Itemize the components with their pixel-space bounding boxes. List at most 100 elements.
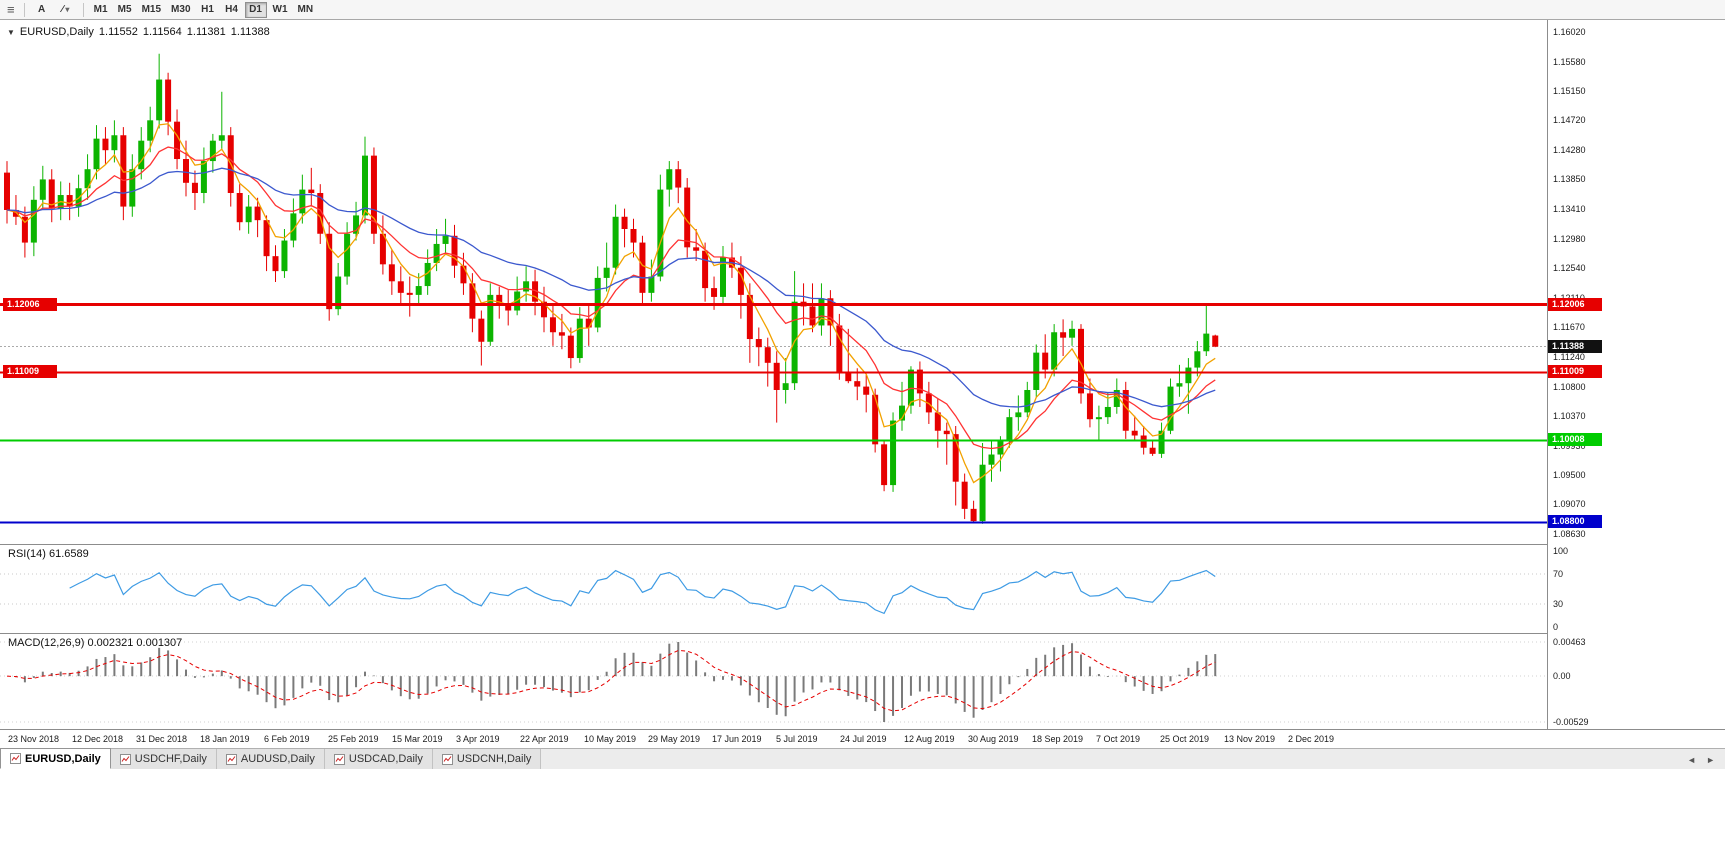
date-label: 12 Aug 2019 xyxy=(904,734,955,744)
macd-tick-label: 0.00 xyxy=(1553,671,1571,682)
date-label: 18 Jan 2019 xyxy=(200,734,250,744)
price-tick-label: 1.13850 xyxy=(1553,174,1586,185)
chart-tabs-bar: EURUSD,Daily USDCHF,Daily AUDUSD,Daily USDC… xyxy=(0,748,1725,769)
axis-labels-layer: 1.16020 1.15580 1.15150 1.14720 1.14280 1.138… xyxy=(0,20,1725,748)
high-value: 1.11564 xyxy=(142,26,182,38)
chart-tab-eurusd[interactable]: EURUSD,Daily xyxy=(0,748,111,769)
price-tick-label: 1.09500 xyxy=(1553,469,1586,480)
date-label: 24 Jul 2019 xyxy=(840,734,887,744)
chart-tab-icon xyxy=(10,753,21,764)
date-label: 25 Feb 2019 xyxy=(328,734,379,744)
quote-toggle-icon[interactable]: ▼ xyxy=(7,28,15,37)
empty-area xyxy=(0,769,1725,846)
date-label: 10 May 2019 xyxy=(584,734,637,744)
timeframe-w1-button[interactable]: W1 xyxy=(269,2,292,18)
rsi-panel-plot[interactable] xyxy=(0,545,1547,633)
close-value: 1.11388 xyxy=(230,26,270,38)
toolbar-separator xyxy=(82,2,84,17)
chart-tab-audusd[interactable]: AUDUSD,Daily xyxy=(216,749,325,769)
chart-tab-usdcad[interactable]: USDCAD,Daily xyxy=(324,749,433,769)
timeframe-mn-button[interactable]: MN xyxy=(294,2,318,18)
timeframe-d1-button[interactable]: D1 xyxy=(244,1,267,18)
price-tick-label: 1.10370 xyxy=(1553,410,1586,421)
chart-tab-label: USDCHF,Daily xyxy=(134,753,207,765)
current-price-tag: 1.11388 xyxy=(1548,339,1602,353)
tab-scroll-controls: ◄ ► xyxy=(1687,755,1725,769)
price-tick-label: 1.11670 xyxy=(1553,322,1585,333)
hline-price-tag[interactable]: 1.11009 xyxy=(1548,365,1602,379)
price-tick-label: 1.14280 xyxy=(1553,145,1586,156)
price-tick-label: 1.10800 xyxy=(1553,381,1586,392)
chart-tab-icon xyxy=(333,753,345,765)
macd-tick-label: -0.00529 xyxy=(1553,717,1589,727)
chart-tab-usdchf[interactable]: USDCHF,Daily xyxy=(110,749,217,769)
macd-indicator-label: MACD(12,26,9) 0.002321 0.001307 xyxy=(8,637,183,649)
rsi-tick-label: 30 xyxy=(1553,599,1564,610)
hline-price-tag[interactable]: 1.10008 xyxy=(1548,433,1602,447)
hline-price-tag[interactable]: 1.12006 xyxy=(1548,297,1602,311)
date-label: 12 Dec 2018 xyxy=(72,734,124,744)
trendline-icon: ∕ xyxy=(61,4,64,15)
macd-tick-label: 0.00463 xyxy=(1553,637,1586,647)
chart-tab-label: AUDUSD,Daily xyxy=(240,753,315,765)
date-label: 2 Dec 2019 xyxy=(1288,734,1335,744)
text-tool-button[interactable]: A xyxy=(31,2,53,18)
low-value: 1.11381 xyxy=(186,26,226,38)
price-tick-label: 1.13410 xyxy=(1553,204,1586,215)
hline-price-tag-left[interactable]: 1.12006 xyxy=(3,297,57,311)
main-chart-plot[interactable] xyxy=(0,20,1547,544)
rsi-tick-label: 100 xyxy=(1553,546,1569,556)
price-tick-label: 1.09070 xyxy=(1553,499,1586,510)
quote-bar: ▼ EURUSD,Daily 1.11552 1.11564 1.11381 1.1138… xyxy=(7,26,275,38)
timeframe-m5-button[interactable]: M5 xyxy=(114,2,136,18)
trendline-tool-button[interactable]: ∕ ▾ xyxy=(55,2,77,18)
price-tick-label: 1.12540 xyxy=(1553,263,1586,274)
timeframe-h4-button[interactable]: H4 xyxy=(221,2,243,18)
chart-tab-usdcnh[interactable]: USDCNH,Daily xyxy=(432,749,542,769)
date-label: 30 Aug 2019 xyxy=(968,734,1019,744)
hline-price-tag-left[interactable]: 1.11009 xyxy=(3,365,57,379)
tab-scroll-right-button[interactable]: ► xyxy=(1706,755,1715,765)
time-axis[interactable]: 23 Nov 2018 12 Dec 2018 31 Dec 2018 18 Jan … xyxy=(0,729,1725,748)
symbol-period-label: EURUSD,Daily xyxy=(19,26,94,38)
date-label: 6 Feb 2019 xyxy=(264,734,310,744)
toolbar-separator xyxy=(23,2,25,17)
timeframe-m30-button[interactable]: M30 xyxy=(167,2,194,18)
date-label: 13 Nov 2019 xyxy=(1224,734,1276,744)
panel-splitter[interactable] xyxy=(0,633,1725,634)
caret-down-icon: ▾ xyxy=(65,5,70,14)
price-tick-label: 1.15150 xyxy=(1553,86,1586,97)
chart-tab-label: USDCAD,Daily xyxy=(348,753,423,765)
timeframe-m1-button[interactable]: M1 xyxy=(90,2,112,18)
chart-window: 1.16020 1.15580 1.15150 1.14720 1.14280 1.138… xyxy=(0,20,1725,748)
hline-price-tag[interactable]: 1.08800 xyxy=(1548,515,1602,529)
price-tick-label: 1.15580 xyxy=(1553,56,1586,67)
chart-tab-icon xyxy=(119,753,131,765)
date-label: 5 Jul 2019 xyxy=(776,734,818,744)
price-tick-label: 1.08630 xyxy=(1553,529,1586,539)
date-label: 31 Dec 2018 xyxy=(136,734,188,744)
date-label: 17 Jun 2019 xyxy=(712,734,762,744)
panel-splitter[interactable] xyxy=(0,544,1725,545)
timeframe-m15-button[interactable]: M15 xyxy=(138,2,165,18)
rsi-tick-label: 0 xyxy=(1553,622,1559,632)
charts-menu-icon[interactable]: ≡ xyxy=(7,1,15,17)
date-label: 22 Apr 2019 xyxy=(520,734,569,744)
price-tick-label: 1.16020 xyxy=(1553,27,1586,37)
chart-tabs: EURUSD,Daily USDCHF,Daily AUDUSD,Daily USDC… xyxy=(0,748,542,769)
date-label: 7 Oct 2019 xyxy=(1096,734,1141,744)
timeframe-toolbar: M1 M5 M15 M30 H1 H4 D1 W1 MN xyxy=(89,1,318,18)
rsi-indicator-label: RSI(14) 61.6589 xyxy=(8,548,89,560)
date-label: 29 May 2019 xyxy=(648,734,701,744)
macd-panel-plot[interactable] xyxy=(0,634,1547,729)
tab-scroll-left-button[interactable]: ◄ xyxy=(1687,755,1697,765)
price-tick-label: 1.14720 xyxy=(1553,115,1586,126)
date-label: 3 Apr 2019 xyxy=(456,734,500,744)
price-tick-label: 1.11240 xyxy=(1553,351,1585,362)
price-tick-label: 1.12980 xyxy=(1553,233,1586,244)
timeframe-h1-button[interactable]: H1 xyxy=(197,2,219,18)
toolbar: ≡ A ∕ ▾ M1 M5 M15 M30 H1 H4 D1 W1 MN xyxy=(0,0,1725,20)
rsi-tick-label: 70 xyxy=(1553,568,1564,579)
chart-tab-label: USDCNH,Daily xyxy=(456,753,532,765)
